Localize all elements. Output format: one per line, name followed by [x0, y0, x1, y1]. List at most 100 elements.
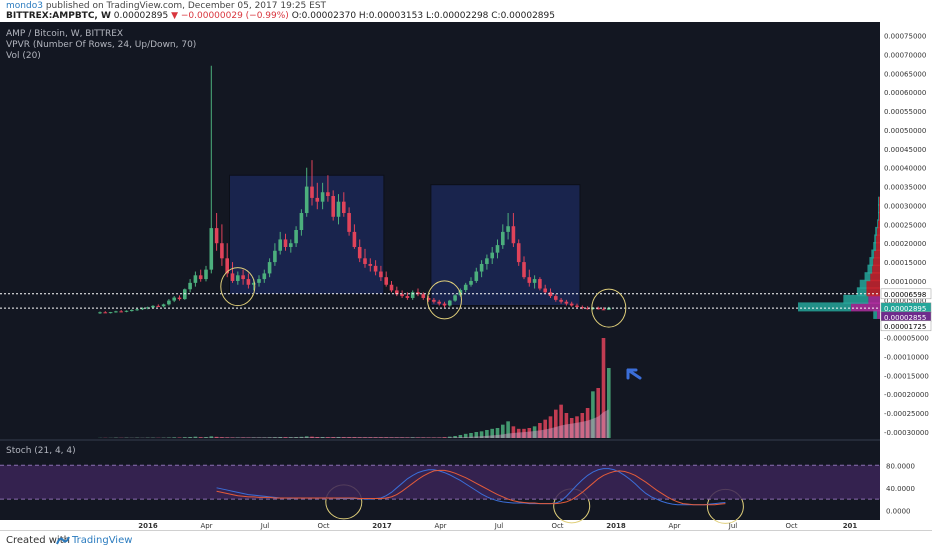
candle-body: [310, 187, 314, 198]
time-tick-label: 2016: [138, 522, 158, 530]
candle-body: [98, 312, 102, 313]
candle: [517, 239, 521, 265]
candle-body: [363, 258, 367, 264]
symbol-label[interactable]: BITTREX:AMPBTC, W: [6, 11, 111, 21]
trading-chart[interactable]: 0.000750000.000700000.000650000.00060000…: [0, 22, 932, 530]
vpvr-up-row: [798, 302, 851, 311]
price-tick-label: -0.00025000: [884, 410, 929, 418]
candle-body: [475, 272, 479, 281]
candle-body: [501, 232, 505, 245]
candle-body: [321, 192, 325, 201]
candle-body: [151, 306, 155, 308]
price-tick-label: 0.00010000: [884, 278, 926, 286]
quote-line: BITTREX:AMPBTC, W 0.00002895 ▼ −0.000000…: [6, 11, 555, 21]
candle-body: [220, 243, 224, 258]
candle-body: [390, 285, 394, 291]
tradingview-logo-icon[interactable]: [56, 534, 70, 546]
candle-body: [135, 309, 139, 310]
candle-body: [464, 285, 468, 290]
price-axis: [880, 22, 932, 530]
stoch-tick-label: 80.0000: [886, 462, 915, 470]
candle-body: [559, 300, 563, 302]
candle-body: [278, 239, 282, 250]
candle-body: [236, 275, 240, 281]
candle-body: [247, 279, 251, 285]
candle-body: [528, 277, 532, 283]
price-tick-label: -0.00005000: [884, 335, 929, 343]
price-tick-label: 0.00050000: [884, 127, 926, 135]
time-tick-label: Oct: [785, 522, 797, 530]
candle-body: [602, 309, 606, 310]
candle-body: [358, 247, 362, 258]
candle-body: [263, 273, 267, 279]
candle-body: [506, 226, 510, 232]
footer: Created with TradingView: [0, 530, 932, 551]
vpvr-down-row: [879, 197, 880, 206]
candle-body: [305, 187, 309, 213]
candle-body: [125, 311, 129, 312]
candle-body: [443, 304, 447, 306]
vpvr-up-row: [877, 219, 878, 228]
time-tick-label: Oct: [551, 522, 563, 530]
candle-body: [432, 300, 436, 302]
stoch-tick-label: 0.0000: [886, 507, 911, 515]
candle-body: [294, 230, 298, 243]
vpvr-indicator-label[interactable]: VPVR (Number Of Rows, 24, Up/Down, 70): [6, 40, 196, 50]
chart-header: mondo3 published on TradingView.com, Dec…: [0, 0, 932, 22]
price-label-text: 0.00001725: [884, 323, 926, 331]
last-price: 0.00002895: [114, 11, 168, 21]
candle-body: [257, 279, 261, 283]
candle-body: [157, 306, 161, 307]
candle-body: [490, 253, 494, 259]
price-tick-label: 0.00075000: [884, 33, 926, 41]
candle-body: [543, 289, 547, 293]
time-tick-label: 2017: [372, 522, 392, 530]
time-tick-label: Jul: [260, 522, 270, 530]
candle-body: [130, 310, 134, 311]
author-link[interactable]: mondo3: [6, 1, 43, 11]
stoch-pane: [0, 465, 880, 504]
time-tick-label: 201: [843, 522, 858, 530]
publish-line: mondo3 published on TradingView.com, Dec…: [6, 1, 326, 11]
price-tick-label: -0.00030000: [884, 429, 929, 437]
price-tick-label: -0.00015000: [884, 372, 929, 380]
candle-body: [194, 275, 198, 283]
publish-text: published on TradingView.com, December 0…: [46, 1, 326, 11]
candle-body: [384, 277, 388, 285]
price-tick-label: 0.00065000: [884, 70, 926, 78]
candle-body: [162, 304, 166, 306]
candle-body: [109, 312, 113, 313]
candle-body: [316, 198, 320, 202]
candle-body: [411, 292, 415, 298]
candle-body: [284, 239, 288, 247]
candle-body: [353, 232, 357, 247]
candle-body: [199, 275, 203, 279]
candle-body: [485, 258, 489, 264]
candle-body: [469, 281, 473, 285]
candle-body: [114, 311, 118, 312]
ohlc-values: O:0.00002370 H:0.00003153 L:0.00002298 C…: [292, 11, 555, 21]
candle-body: [104, 312, 108, 313]
candle-body: [300, 213, 304, 230]
price-tick-label: 0.00020000: [884, 240, 926, 248]
time-tick-label: Apr: [668, 522, 680, 530]
stoch-indicator-label[interactable]: Stoch (21, 4, 4): [6, 446, 76, 456]
candle-body: [437, 302, 441, 304]
price-tick-label: 0.00045000: [884, 146, 926, 154]
price-label-text: 0.00006598: [884, 291, 926, 299]
time-tick-label: Oct: [317, 522, 329, 530]
price-tick-label: 0.00025000: [884, 221, 926, 229]
candle-body: [241, 275, 245, 279]
candle: [538, 277, 542, 290]
zone-box-1: [431, 185, 580, 306]
candle-body: [268, 262, 272, 273]
candle-body: [331, 196, 335, 217]
candle-body: [448, 301, 452, 306]
vpvr-up-row: [875, 227, 877, 236]
price-tick-label: -0.00010000: [884, 353, 929, 361]
candle-body: [210, 228, 214, 270]
candle-body: [178, 298, 182, 300]
tradingview-brand[interactable]: TradingView: [72, 535, 132, 546]
volume-indicator-label[interactable]: Vol (20): [6, 51, 41, 61]
